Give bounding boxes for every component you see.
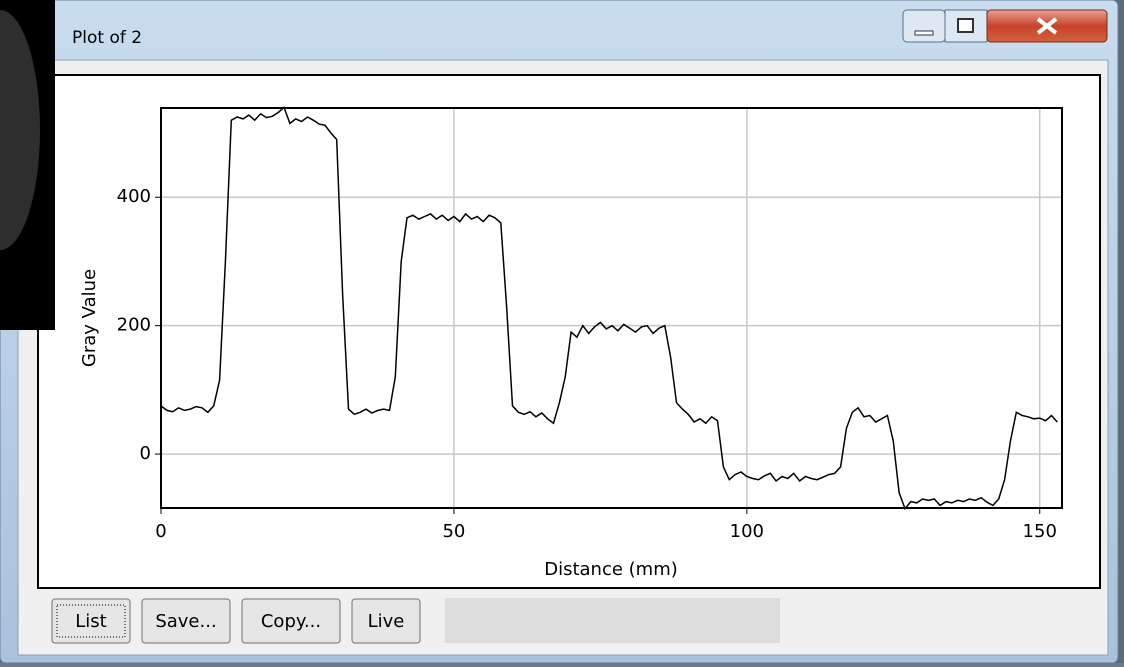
minimize-icon (915, 31, 933, 35)
window-title: Plot of 2 (72, 28, 142, 48)
screen: Plot of 2 0 200 400 0 50 100 150 Distance (mm)… (0, 0, 1124, 663)
maximize-icon (958, 19, 973, 32)
x-tick-label: 150 (1023, 521, 1057, 542)
x-tick-label: 0 (155, 521, 166, 542)
x-axis-label: Distance (mm) (544, 559, 678, 580)
window-controls[interactable] (903, 10, 1107, 42)
button-label[interactable]: List (75, 611, 106, 632)
y-axis-label: Gray Value (79, 269, 100, 367)
x-tick-label: 100 (730, 521, 764, 542)
status-field (445, 598, 780, 643)
y-tick-label: 0 (140, 443, 151, 464)
y-tick-label: 400 (117, 186, 151, 207)
button-label[interactable]: Live (368, 611, 405, 632)
plot-panel (38, 75, 1100, 588)
x-tick-label: 50 (442, 521, 465, 542)
minimize-button[interactable] (903, 10, 945, 42)
page: Plot of 2 0 200 400 0 50 100 150 Distance (mm)… (0, 0, 1124, 663)
button-label[interactable]: Copy... (261, 611, 321, 632)
button-label[interactable]: Save... (155, 611, 216, 632)
y-tick-label: 200 (117, 315, 151, 336)
